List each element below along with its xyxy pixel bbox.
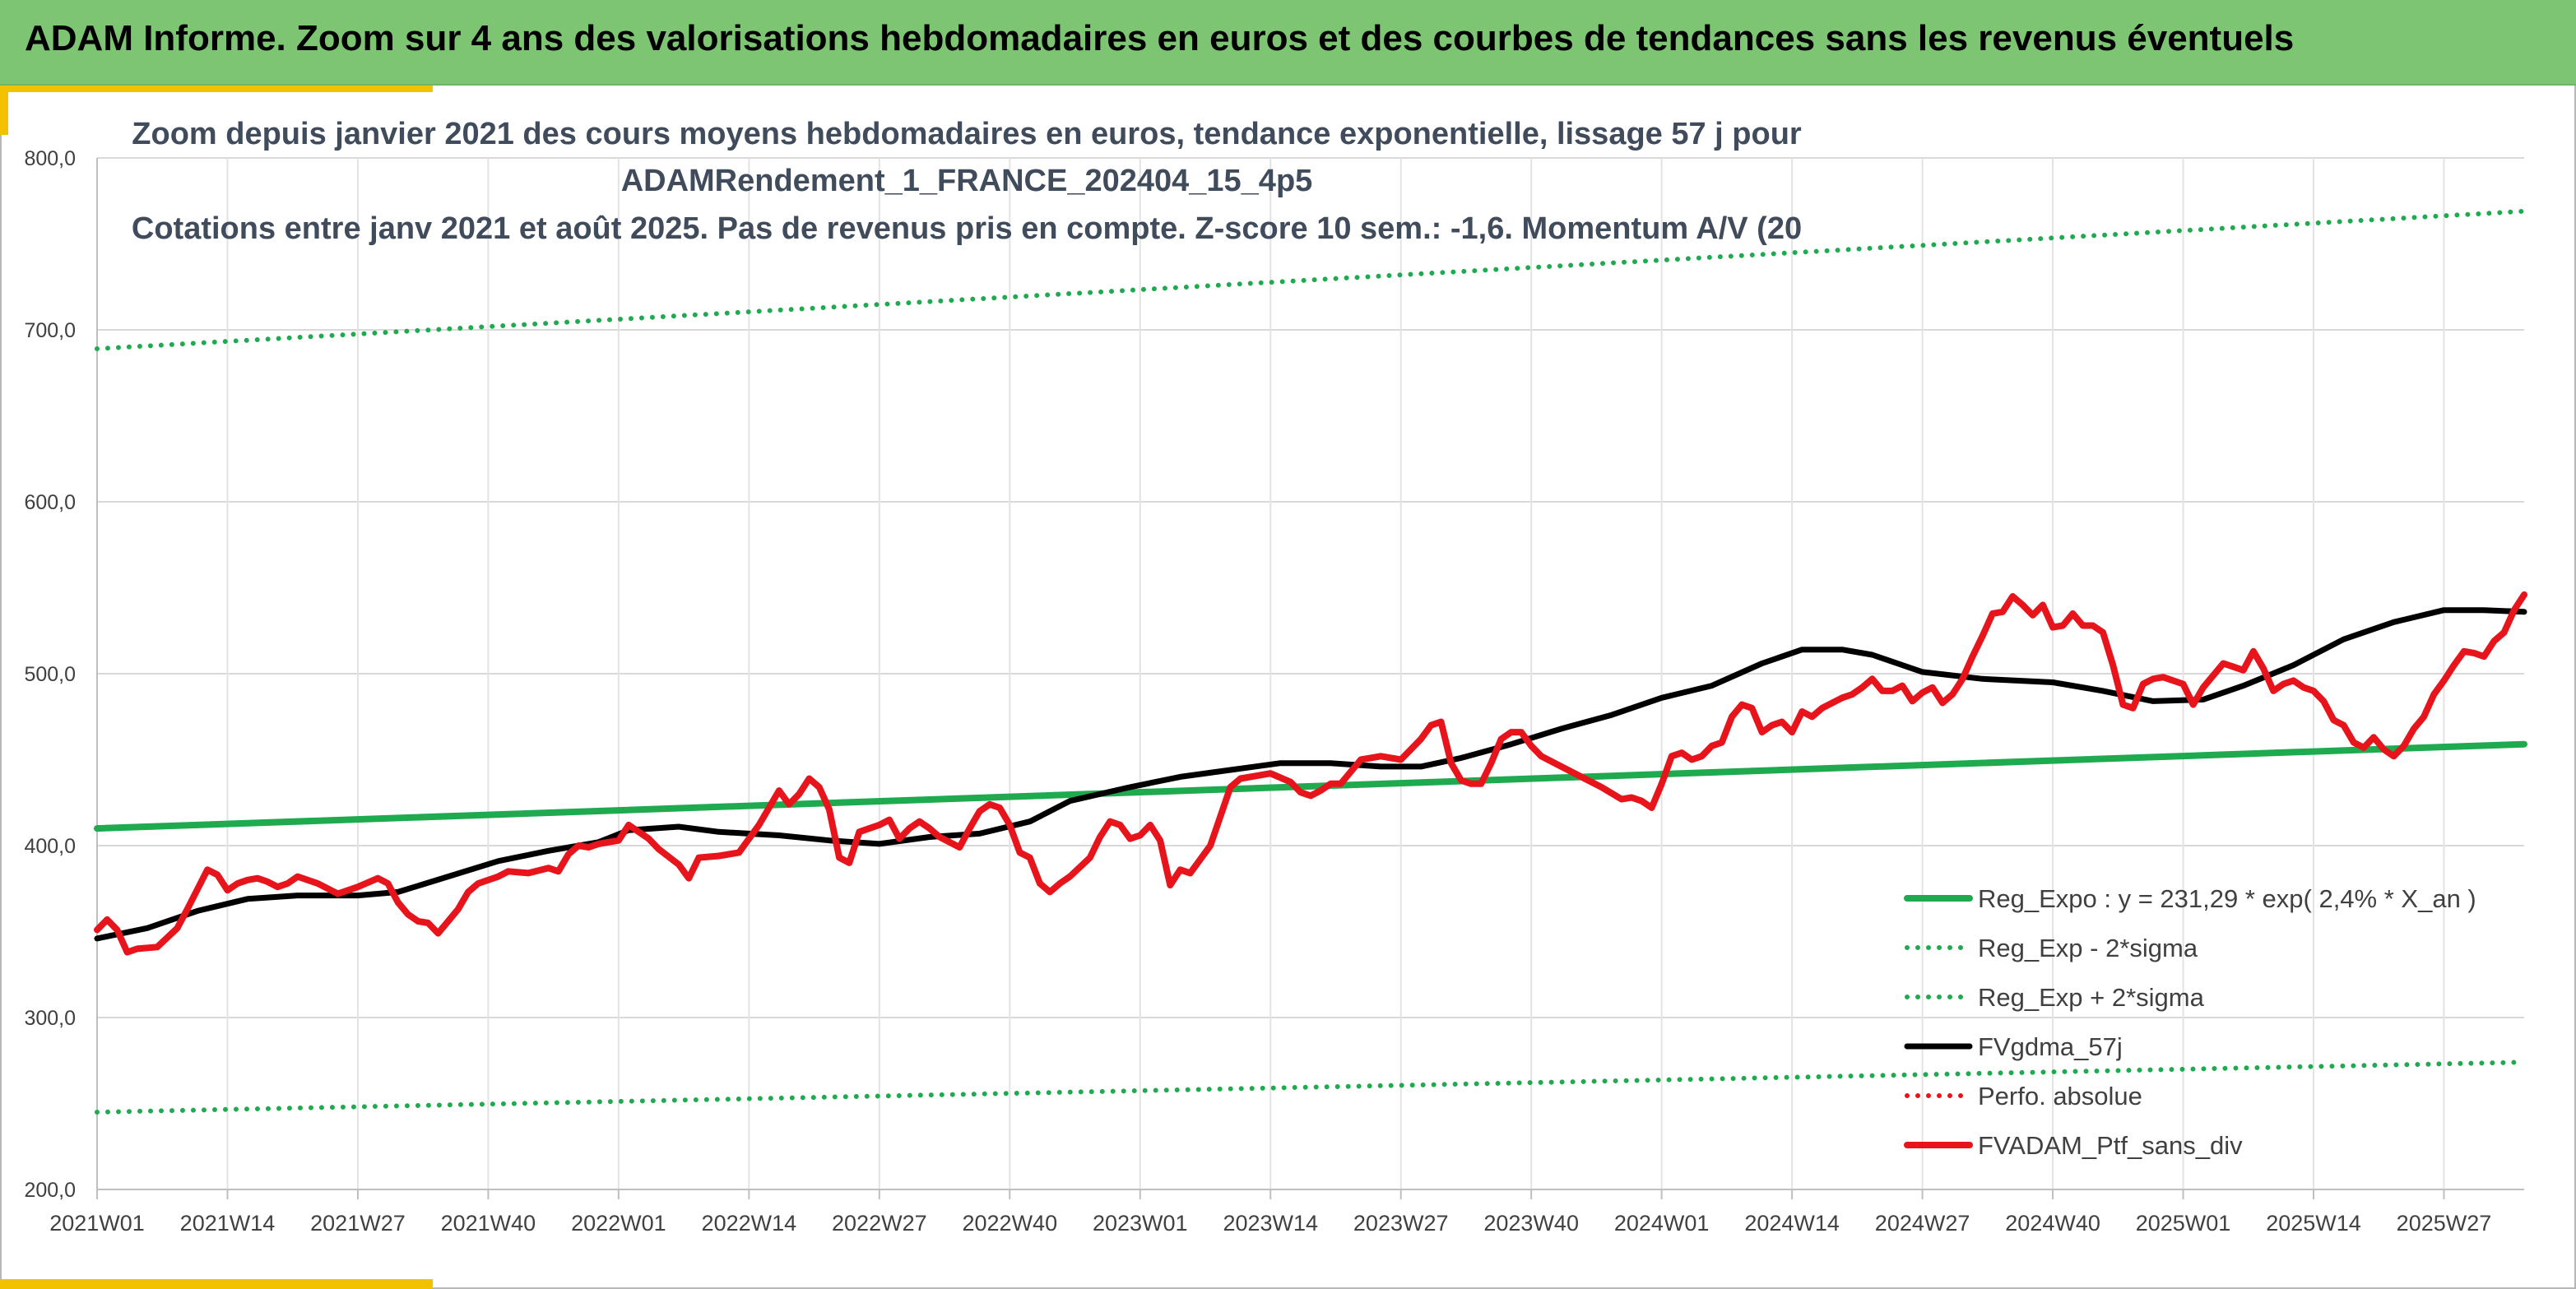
series-line-fvadam-ptf-sans-div (94, 591, 2527, 956)
x-tick-label: 2022W01 (571, 1211, 666, 1236)
x-tick-label: 2022W27 (832, 1211, 927, 1236)
x-tick-label: 2021W01 (49, 1211, 145, 1236)
x-tick-label: 2024W01 (1614, 1211, 1710, 1236)
series-line-reg-exp-2-sigma (95, 208, 2527, 351)
x-tick-label: 2023W40 (1483, 1211, 1579, 1236)
chart-axes: 200,0 300,0 400,0 500,0 600,0 700,0 800,0 2021W… (24, 147, 2524, 1236)
y-tick-label: 800,0 (24, 147, 76, 170)
x-tick-label: 2025W14 (2266, 1211, 2361, 1236)
y-tick-label: 700,0 (24, 319, 76, 342)
x-tick-label: 2025W01 (2136, 1211, 2231, 1236)
series-line-reg-expo-y-231-29-exp-2-4-x-an (94, 740, 2527, 832)
x-tick-label: 2021W14 (180, 1211, 276, 1236)
chart-title-line-1: Zoom depuis janvier 2021 des cours moyen… (132, 117, 1802, 151)
chart-title-line-2: ADAMRendement_1_FRANCE_202404_15_4p5 (621, 164, 1313, 198)
legend-label: Reg_Exp - 2*sigma (1978, 934, 2198, 962)
legend-label: Perfo. absolue (1978, 1082, 2142, 1110)
y-tick-label: 200,0 (24, 1179, 76, 1202)
accent-bar-bottom (0, 1279, 433, 1289)
chart-grid (96, 157, 2524, 1190)
y-tick-label: 400,0 (24, 835, 76, 858)
legend-label: FVgdma_57j (1978, 1032, 2123, 1061)
chart-title: Zoom depuis janvier 2021 des cours moyen… (132, 117, 1802, 246)
header-banner: ADAM Informe. Zoom sur 4 ans des valoris… (0, 0, 2576, 86)
accent-bar-left (0, 86, 8, 135)
x-tick-label: 2022W40 (963, 1211, 1058, 1236)
x-tick-label: 2023W27 (1353, 1211, 1449, 1236)
x-tick-label: 2024W27 (1875, 1211, 1970, 1236)
chart-legend: Reg_Expo : y = 231,29 * exp( 2,4% * X_an… (1904, 884, 2476, 1160)
legend-label: Reg_Exp + 2*sigma (1978, 983, 2205, 1012)
chart-title-line-3: Cotations entre janv 2021 et août 2025. … (132, 211, 1802, 246)
accent-bar-top (0, 86, 433, 92)
x-tick-label: 2025W27 (2397, 1211, 2492, 1236)
series-line-reg-exp-2-sigma (95, 1059, 2527, 1115)
y-tick-label: 600,0 (24, 491, 76, 514)
legend-label: Reg_Expo : y = 231,29 * exp( 2,4% * X_an… (1978, 884, 2476, 913)
banner-title: ADAM Informe. Zoom sur 4 ans des valoris… (25, 18, 2295, 58)
chart-series (94, 208, 2527, 1115)
chart-frame (0, 86, 2576, 1289)
x-tick-label: 2022W14 (702, 1211, 797, 1236)
x-tick-label: 2021W40 (441, 1211, 536, 1236)
x-tick-label: 2023W01 (1093, 1211, 1188, 1236)
legend-label: FVADAM_Ptf_sans_div (1978, 1131, 2243, 1160)
x-tick-label: 2024W40 (2005, 1211, 2100, 1236)
x-tick-label: 2024W14 (1744, 1211, 1840, 1236)
x-tick-label: 2021W27 (310, 1211, 406, 1236)
x-tick-label: 2023W14 (1223, 1211, 1318, 1236)
y-tick-label: 500,0 (24, 663, 76, 686)
y-tick-label: 300,0 (24, 1007, 76, 1030)
